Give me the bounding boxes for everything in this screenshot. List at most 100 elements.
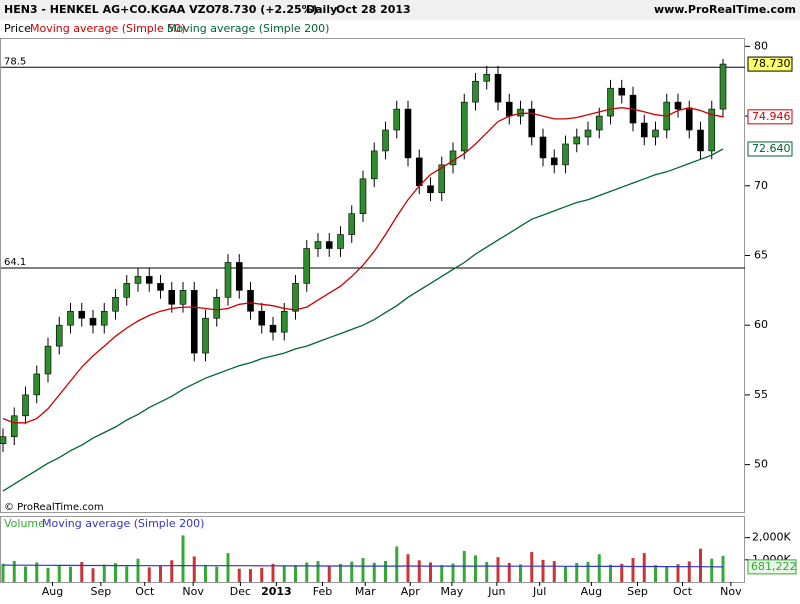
candle-body: [573, 136, 581, 145]
legend-price: Price: [4, 22, 31, 35]
header-bar: [0, 0, 800, 20]
volume-bar: [530, 552, 534, 582]
volume-bar: [271, 563, 275, 582]
candle-body: [258, 310, 266, 326]
candle-body: [303, 248, 311, 284]
legend-volume-ma: Moving average (Simple 200): [42, 517, 204, 530]
x-tick-label: 2013: [261, 585, 292, 598]
volume-bar: [597, 554, 601, 582]
volume-bar: [102, 564, 106, 582]
x-tick-label: Nov: [182, 585, 204, 598]
level-label: 78.5: [4, 56, 26, 67]
volume-bar: [609, 564, 612, 582]
volume-bar: [226, 553, 230, 582]
volume-bar: [1, 563, 5, 582]
volume-bar: [69, 566, 72, 582]
candle-body: [685, 108, 693, 131]
volume-bar: [586, 561, 590, 582]
candle-body: [179, 290, 187, 305]
candle-body: [123, 283, 131, 298]
candle-body: [438, 164, 446, 194]
volume-bar: [631, 558, 635, 582]
volume-bar: [305, 562, 309, 582]
current-value-box: [747, 109, 793, 125]
volume-bar: [541, 559, 545, 582]
x-tick-label: May: [441, 585, 464, 598]
volume-bar: [485, 562, 489, 582]
current-value-label: 72.640: [752, 142, 791, 155]
volume-bar: [384, 560, 387, 582]
volume-bar: [282, 566, 286, 582]
volume-bar: [451, 563, 455, 582]
candle-body: [697, 129, 704, 152]
y-tick-label: 70: [754, 179, 768, 192]
candle-body: [517, 108, 524, 117]
candle-body: [494, 73, 502, 103]
volume-panel: [0, 516, 745, 583]
volume-bar: [665, 566, 669, 582]
x-tick-label: Aug: [581, 585, 602, 598]
candle-body: [100, 310, 108, 326]
x-tick-label: Apr: [401, 585, 421, 598]
candle-body: [145, 276, 153, 284]
current-value-box: [747, 141, 793, 157]
candle-body: [584, 129, 592, 138]
volume-bar: [406, 554, 410, 582]
current-value-label: 681,222: [751, 560, 797, 573]
candle-body: [562, 143, 569, 166]
volume-bar: [114, 563, 117, 582]
legend-volume: Volume: [4, 517, 45, 530]
x-tick-label: Feb: [313, 585, 332, 598]
price-panel: [0, 38, 745, 513]
candle-body: [640, 122, 648, 138]
candle-body: [0, 436, 7, 444]
volume-bar: [170, 560, 174, 582]
moving-average: [2, 107, 724, 424]
candle-body: [292, 283, 299, 312]
volume-bar: [24, 566, 27, 582]
volume-bar: [159, 566, 162, 582]
volume-bar: [395, 546, 399, 582]
candle-body: [89, 317, 97, 326]
x-tick-label: Mar: [355, 585, 376, 598]
volume-bar: [721, 555, 725, 582]
candle-body: [393, 108, 401, 131]
volume-bar: [642, 553, 646, 582]
level-label: 64.1: [4, 257, 26, 268]
volume-bar: [372, 562, 376, 582]
candle-body: [22, 394, 29, 417]
volume-bar: [519, 564, 522, 582]
volume-bar: [125, 566, 129, 582]
candle-body: [314, 241, 322, 249]
candle-body: [415, 157, 423, 187]
x-tick-label: Jun: [487, 585, 505, 598]
candle-body: [719, 63, 727, 110]
y-tick-label: 50: [754, 458, 768, 471]
volume-bar: [361, 558, 365, 582]
candle-body: [449, 150, 457, 166]
candle-body: [370, 150, 378, 180]
x-tick-label: Oct: [673, 585, 693, 598]
candle-body: [325, 241, 333, 249]
candle-body: [404, 108, 412, 159]
candle-body: [348, 213, 356, 235]
volume-bar: [699, 548, 702, 582]
legend-ma200: Moving average (Simple 200): [167, 22, 329, 35]
candle-body: [382, 129, 389, 152]
volume-bar: [440, 565, 444, 582]
x-tick-label: Jul: [532, 585, 546, 598]
candle-body: [607, 87, 614, 117]
current-value-label: 78.730: [752, 57, 791, 70]
candle-body: [652, 129, 659, 138]
volume-bar: [80, 562, 84, 582]
x-tick-label: Aug: [42, 585, 63, 598]
volume-bar: [710, 558, 714, 582]
x-tick-label: Sep: [91, 585, 112, 598]
volume-bar: [564, 566, 567, 582]
volume-bar: [496, 557, 500, 582]
y-tick-label: 2,000K: [752, 531, 791, 544]
volume-bar: [249, 569, 252, 582]
volume-bar: [192, 556, 196, 582]
volume-bar: [181, 535, 185, 582]
